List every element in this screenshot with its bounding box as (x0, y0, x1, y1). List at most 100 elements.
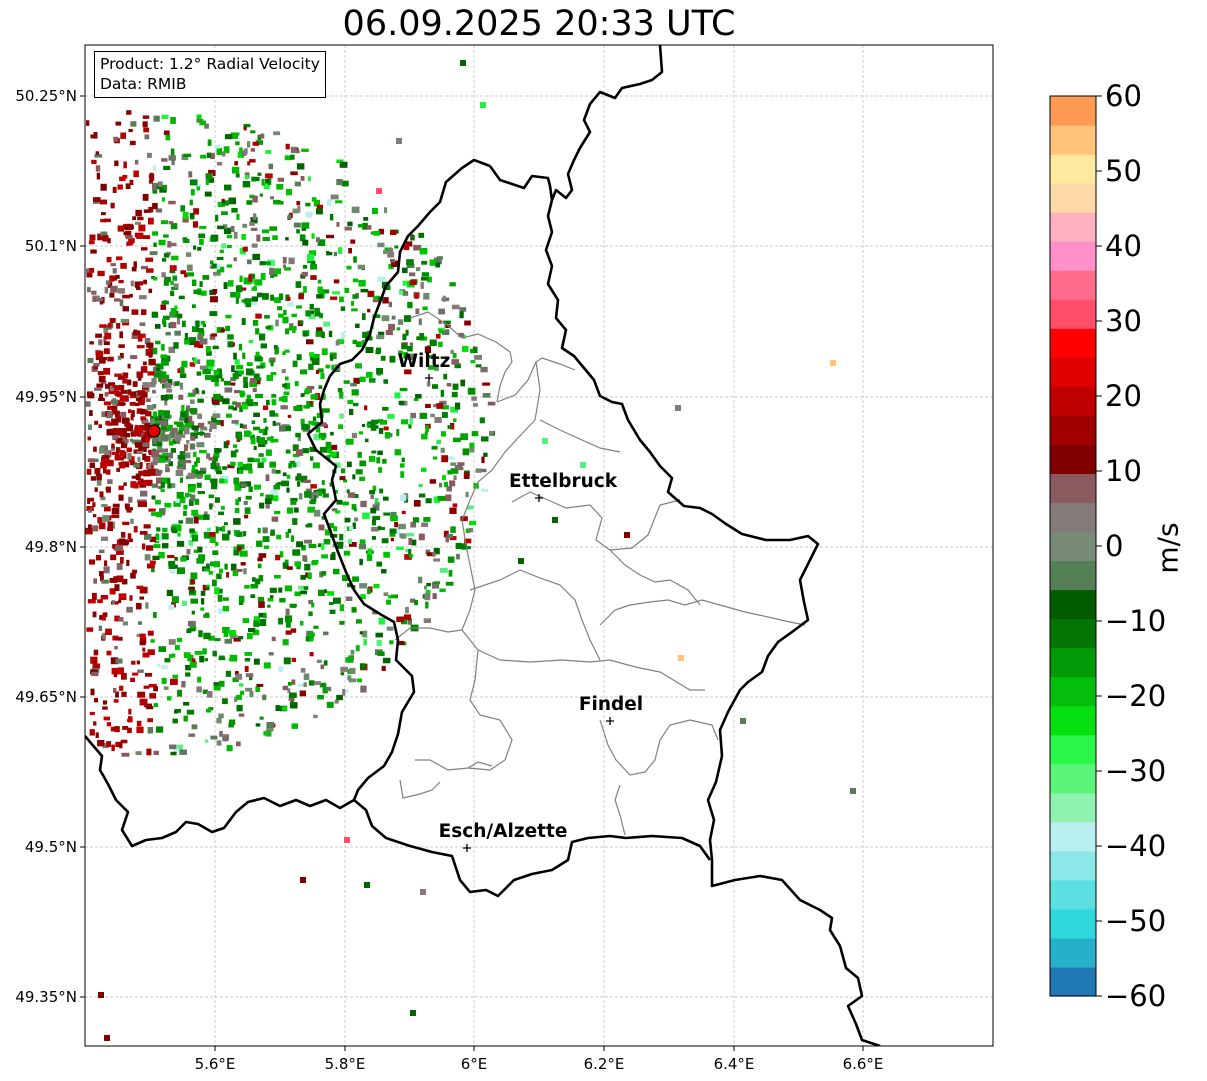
echo-pixel (236, 741, 241, 747)
echo-pixel (136, 633, 142, 637)
echo-pixel (345, 657, 353, 663)
echo-pixel (329, 451, 337, 458)
echo-pixel (261, 179, 265, 186)
echo-pixel (257, 563, 262, 569)
echo-pixel (207, 139, 212, 146)
echo-pixel (331, 508, 338, 512)
echo-pixel (423, 618, 431, 623)
echo-pixel (253, 426, 260, 431)
echo-pixel (183, 715, 188, 722)
echo-pixel (442, 295, 446, 302)
echo-pixel (284, 585, 292, 592)
echo-pixel (332, 291, 341, 295)
echo-pixel (160, 455, 169, 461)
echo-pixel (394, 449, 402, 456)
echo-pixel (193, 451, 197, 458)
echo-pixel (184, 333, 188, 340)
echo-pixel (378, 228, 384, 235)
echo-pixel (339, 413, 344, 419)
echo-pixel (153, 703, 159, 708)
echo-pixel (438, 341, 443, 347)
echo-pixel (111, 451, 120, 455)
echo-pixel (394, 245, 399, 249)
echo-pixel (268, 163, 274, 170)
echo-pixel (116, 323, 121, 329)
echo-pixel (269, 226, 278, 231)
echo-pixel (311, 492, 319, 499)
echo-pixel (269, 461, 276, 468)
echo-pixel (120, 318, 129, 323)
echo-pixel (160, 184, 166, 190)
echo-pixel (489, 430, 495, 435)
echo-pixel (183, 153, 192, 158)
echo-pixel (148, 358, 156, 366)
echo-pixel (193, 340, 200, 348)
echo-pixel (272, 420, 276, 426)
echo-pixel (210, 260, 214, 265)
echo-pixel (243, 531, 247, 537)
echo-pixel (224, 380, 231, 386)
echo-pixel (352, 294, 358, 299)
echo-pixel (382, 458, 387, 464)
echo-pixel (231, 420, 239, 424)
echo-pixel (244, 658, 251, 662)
echo-pixel (451, 304, 460, 310)
echo-pixel (226, 264, 233, 268)
echo-pixel (142, 382, 150, 388)
echo-pixel (312, 353, 320, 360)
echo-pixel (236, 292, 241, 299)
echo-pixel (462, 346, 469, 352)
echo-pixel (148, 468, 156, 476)
echo-pixel (167, 555, 175, 559)
echo-pixel (270, 372, 277, 376)
echo-pixel (399, 463, 405, 468)
echo-pixel (210, 152, 215, 160)
echo-pixel (281, 369, 286, 374)
echo-pixel (293, 222, 301, 228)
echo-pixel (263, 662, 271, 669)
echo-pixel (212, 458, 217, 466)
echo-pixel (155, 340, 161, 345)
echo-pixel (168, 604, 175, 610)
echo-pixel (130, 572, 136, 579)
echo-pixel (283, 391, 290, 395)
echo-pixel (191, 658, 196, 663)
echo-pixel (372, 485, 377, 492)
echo-pixel (175, 645, 180, 651)
echo-pixel (196, 482, 202, 488)
echo-pixel (445, 536, 449, 543)
echo-pixel (221, 243, 227, 249)
echo-pixel (429, 479, 436, 484)
echo-pixel (146, 405, 154, 411)
echo-pixel (183, 702, 190, 706)
echo-pixel (438, 329, 443, 334)
echo-pixel (178, 430, 184, 435)
echo-pixel (105, 628, 112, 635)
echo-pixel (140, 366, 148, 373)
echo-pixel (125, 235, 133, 240)
echo-pixel (383, 426, 389, 431)
echo-pixel (197, 333, 204, 340)
echo-pixel (183, 652, 191, 658)
echo-pixel (262, 293, 269, 300)
echo-pixel (196, 442, 205, 448)
echo-pixel (281, 480, 289, 487)
echo-pixel (125, 225, 130, 231)
echo-pixel (421, 467, 427, 472)
echo-pixel (190, 598, 198, 604)
echo-pixel (199, 239, 204, 245)
echo-pixel (185, 517, 194, 524)
echo-pixel (227, 464, 235, 469)
echo-pixel (427, 355, 435, 359)
echo-pixel (373, 230, 381, 236)
echo-pixel (106, 722, 112, 727)
echo-pixel (130, 121, 137, 127)
echo-pixel (228, 630, 237, 636)
echo-pixel (447, 470, 453, 475)
echo-pixel (202, 514, 210, 520)
echo-pixel (139, 295, 147, 300)
echo-pixel (100, 575, 104, 582)
echo-pixel (100, 462, 107, 469)
city-marker-ettelbruck (535, 494, 543, 502)
echo-pixel (262, 536, 270, 542)
